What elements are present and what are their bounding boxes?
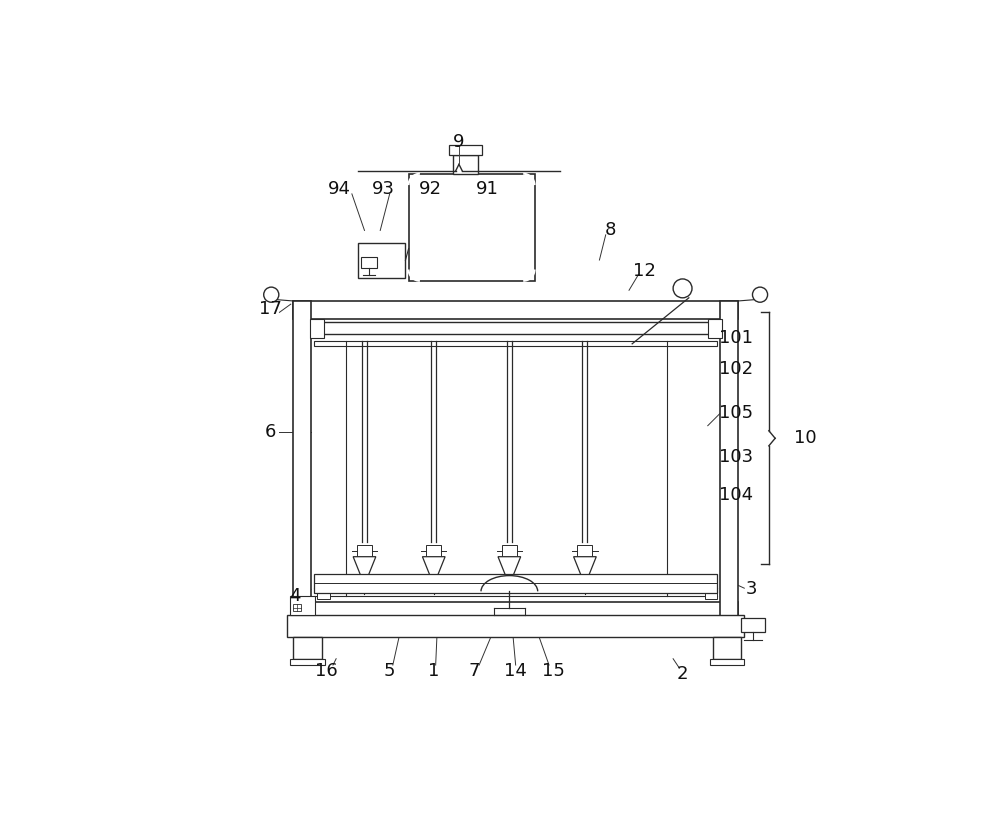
Bar: [293, 636, 322, 658]
Bar: [293, 602, 738, 620]
Text: 14: 14: [504, 663, 527, 681]
Bar: [502, 546, 517, 557]
Bar: [293, 301, 738, 318]
Text: 7: 7: [469, 663, 480, 681]
Text: 103: 103: [719, 448, 753, 466]
Text: 102: 102: [719, 360, 753, 378]
Text: 10: 10: [794, 429, 817, 447]
Bar: [357, 546, 372, 557]
Bar: [741, 618, 765, 632]
Text: 1: 1: [428, 663, 439, 681]
Polygon shape: [422, 557, 445, 585]
Polygon shape: [353, 557, 376, 585]
Text: 15: 15: [542, 663, 565, 681]
Text: 94: 94: [328, 181, 351, 199]
Text: 17: 17: [259, 300, 281, 318]
Polygon shape: [498, 557, 521, 585]
Text: 105: 105: [719, 404, 753, 422]
Bar: [453, 155, 478, 173]
Bar: [358, 243, 405, 277]
Bar: [705, 585, 717, 599]
Bar: [293, 301, 738, 318]
Text: 6: 6: [264, 423, 276, 441]
Bar: [314, 340, 717, 346]
Text: 104: 104: [719, 486, 753, 504]
Bar: [449, 146, 482, 155]
Bar: [426, 546, 441, 557]
Bar: [317, 585, 330, 599]
Text: 8: 8: [604, 222, 616, 240]
Bar: [293, 301, 311, 620]
Text: 92: 92: [419, 181, 442, 199]
Text: 5: 5: [384, 663, 395, 681]
Bar: [293, 301, 311, 620]
Text: 3: 3: [746, 581, 758, 599]
Text: 4: 4: [289, 587, 301, 605]
Bar: [290, 658, 325, 665]
Bar: [314, 573, 717, 592]
Text: 16: 16: [315, 663, 338, 681]
Text: 101: 101: [719, 329, 753, 347]
Bar: [710, 658, 744, 665]
Bar: [287, 614, 744, 636]
Bar: [720, 301, 738, 620]
Text: 9: 9: [453, 133, 465, 151]
Text: 2: 2: [677, 666, 688, 684]
Bar: [290, 596, 315, 614]
Text: 12: 12: [633, 263, 656, 281]
Bar: [293, 602, 738, 620]
Text: 93: 93: [372, 181, 395, 199]
Polygon shape: [574, 557, 596, 585]
Bar: [720, 301, 738, 620]
Bar: [409, 173, 535, 281]
Bar: [708, 318, 722, 338]
Bar: [361, 257, 377, 268]
Bar: [293, 604, 301, 612]
Bar: [310, 318, 324, 338]
Bar: [287, 614, 744, 636]
Bar: [577, 546, 592, 557]
Bar: [317, 321, 714, 335]
Text: 91: 91: [476, 181, 499, 199]
Bar: [713, 636, 741, 658]
